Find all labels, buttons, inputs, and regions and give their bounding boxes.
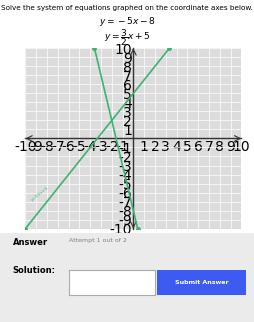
Text: Solution:: Solution: (13, 266, 56, 275)
Text: Answer: Answer (13, 238, 48, 247)
Text: $y = -5x - 8$: $y = -5x - 8$ (99, 15, 155, 28)
Text: Attempt 1 out of 2: Attempt 1 out of 2 (69, 238, 126, 243)
Text: $y = \dfrac{3}{2}x + 5$: $y = \dfrac{3}{2}x + 5$ (104, 27, 150, 48)
Text: Submit Answer: Submit Answer (175, 280, 229, 285)
Text: Solve the system of equations graphed on the coordinate axes below.: Solve the system of equations graphed on… (1, 5, 253, 11)
Text: y=3/2x+5: y=3/2x+5 (31, 185, 50, 202)
